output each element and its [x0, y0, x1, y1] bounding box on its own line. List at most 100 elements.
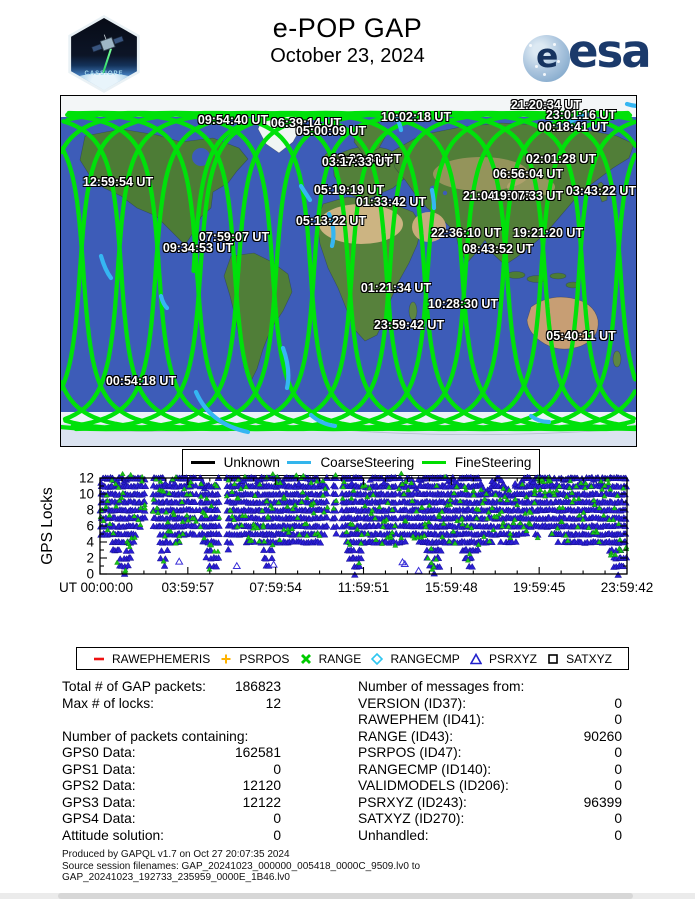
satellite-icon	[91, 34, 124, 53]
pass-time-label: 01:33:42 UT	[355, 195, 427, 209]
marker-legend-item-rawephemeris: RAWEPHEMERIS	[93, 652, 210, 666]
stat-row	[62, 712, 281, 729]
pass-time-label: 05:13:22 UT	[295, 214, 367, 228]
legend-item-unknown: Unknown	[190, 455, 280, 470]
stat-label: VERSION (ID37):	[358, 695, 467, 711]
stat-label: VALIDMODELS (ID206):	[358, 778, 509, 793]
stat-value: 90260	[583, 728, 622, 744]
pass-time-label: 09:54:40 UT	[197, 113, 269, 127]
svg-text:23:59:42: 23:59:42	[601, 580, 654, 595]
marker-legend-item-range: RANGE	[300, 651, 362, 666]
scrollbar-thumb[interactable]	[58, 893, 633, 899]
page-date-subtitle: October 23, 2024	[270, 45, 425, 67]
esa-globe-icon	[523, 35, 570, 82]
pass-time-label: 23:01:16 UT	[545, 108, 617, 122]
axis-ticks	[99, 477, 628, 575]
y-axis-label: GPS Locks	[39, 487, 56, 565]
pass-time-label: 05:19:19 UT	[313, 183, 385, 197]
legend-label: Unknown	[223, 455, 280, 470]
pass-time-label: 09:34:53 UT	[162, 241, 234, 255]
stat-value: 0	[273, 811, 281, 826]
stat-value: 0	[614, 827, 622, 843]
pass-time-label: 05:40:11 UT	[546, 329, 616, 343]
stat-value: 0	[273, 827, 281, 843]
stat-row: RAWEPHEM (ID41): 0	[358, 712, 622, 729]
marker-legend-label: RAWEPHEMERIS	[112, 651, 211, 666]
esa-wordmark: esa	[568, 25, 652, 78]
stat-row: Total # of GAP packets: 186823	[62, 679, 281, 696]
legend-item-coarsesteering: CoarseSteering	[287, 455, 414, 470]
stat-label: GPS2 Data:	[62, 778, 136, 793]
footer-produced-by: Produced by GAPQL v1.7 on Oct 27 20:07:3…	[62, 849, 290, 860]
patch-name-label: CASSIOPE	[84, 71, 124, 77]
cassiope-mission-patch-icon: CASSIOPE	[66, 15, 142, 93]
stat-value: 162581	[234, 745, 281, 760]
pass-time-label: 03:17:33 UT	[321, 155, 393, 169]
pass-time-label: 01:21:34 UT	[360, 281, 432, 295]
legend-line-swatch	[421, 461, 446, 464]
stat-row: GPS3 Data: 12122	[62, 795, 281, 812]
svg-text:19:59:45: 19:59:45	[513, 580, 566, 595]
ground-track-map: 09:54:40 UT 06:39:14 UT 05:00:09 UT 10:02:1…	[59, 95, 642, 447]
message-type-legend: RAWEPHEMERIS PSRPOS RANGE RANGECMP PSRXYZ SAT…	[76, 647, 629, 670]
svg-text:11:59:51: 11:59:51	[338, 580, 390, 595]
stat-row: Number of messages from:	[358, 679, 622, 696]
stat-value: 96399	[583, 794, 622, 810]
stat-value: 0	[614, 712, 622, 727]
stat-value: 12120	[242, 778, 281, 793]
stat-label: Attitude solution:	[62, 827, 165, 843]
stat-value: 0	[614, 745, 622, 760]
coarse-steering-segments	[98, 101, 642, 435]
svg-text:10: 10	[79, 487, 94, 502]
stat-row: Attitude solution: 0	[62, 828, 281, 845]
svg-text:4: 4	[86, 535, 94, 550]
legend-label: FineSteering	[454, 455, 532, 470]
horizontal-scrollbar[interactable]	[0, 893, 695, 899]
marker-legend-label: RANGE	[318, 651, 362, 666]
steering-mode-legend: Unknown CoarseSteering FineSteering	[182, 449, 540, 476]
stat-row: SATXYZ (ID270): 0	[358, 811, 622, 828]
esa-e-glyph: e	[536, 36, 559, 75]
stat-value: 0	[614, 778, 622, 793]
stat-row: PSRPOS (ID47): 0	[358, 745, 622, 762]
marker-legend-item-psrxyz: PSRXYZ	[469, 651, 537, 666]
triangle-marker-icon	[469, 652, 482, 664]
pass-time-label: 19:21:20 UT	[512, 226, 584, 240]
pass-time-label: 13:23:33 UT	[330, 152, 402, 166]
marker-legend-label: PSRXYZ	[488, 651, 537, 666]
stats-column-left: Total # of GAP packets: 186823 Max # of lo…	[62, 679, 281, 844]
stat-value: 12	[265, 695, 281, 711]
pass-time-label: 06:56:04 UT	[492, 167, 564, 181]
marker-legend-label: SATXYZ	[566, 651, 612, 666]
pass-time-label: 00:54:18 UT	[105, 374, 177, 388]
marker-legend-item-satxyz: SATXYZ	[547, 652, 612, 666]
svg-text:12: 12	[79, 471, 94, 486]
stats-column-right: Number of messages from: VERSION (ID37): 0…	[358, 679, 622, 844]
pass-time-label: 07:59:07 UT	[198, 230, 270, 244]
svg-text:03:59:57: 03:59:57	[162, 580, 215, 595]
stat-row: GPS2 Data: 12120	[62, 778, 281, 795]
svg-text:8: 8	[86, 503, 94, 518]
dash-marker-icon	[94, 657, 104, 660]
pass-time-label: 12:59:54 UT	[82, 175, 154, 189]
stat-label: SATXYZ (ID270):	[358, 811, 465, 826]
stat-row: Max # of locks: 12	[62, 696, 281, 713]
diamond-marker-icon	[371, 652, 384, 665]
stat-value: 0	[614, 761, 622, 777]
pass-time-label: 19:07:33 UT	[492, 189, 564, 203]
stat-row: GPS1 Data: 0	[62, 762, 281, 779]
stat-value: 0	[273, 761, 281, 777]
stat-label: Max # of locks:	[62, 695, 155, 711]
square-marker-icon	[548, 653, 558, 664]
footer-source-files-1: Source session filenames: GAP_20241023_0…	[62, 860, 421, 872]
legend-item-finesteering: FineSteering	[421, 455, 532, 470]
svg-text:15:59:48: 15:59:48	[425, 580, 478, 595]
legend-line-swatch	[190, 461, 215, 464]
pass-time-label: 06:39:14 UT	[270, 116, 342, 130]
stat-label: Total # of GAP packets:	[62, 679, 206, 694]
footer-source-files-2: GAP_20241023_192733_235959_0000E_1B46.lv…	[62, 872, 290, 884]
pass-time-label: 02:01:28 UT	[525, 152, 597, 166]
footer: Produced by GAPQL v1.7 on Oct 27 20:07:3…	[62, 849, 420, 884]
